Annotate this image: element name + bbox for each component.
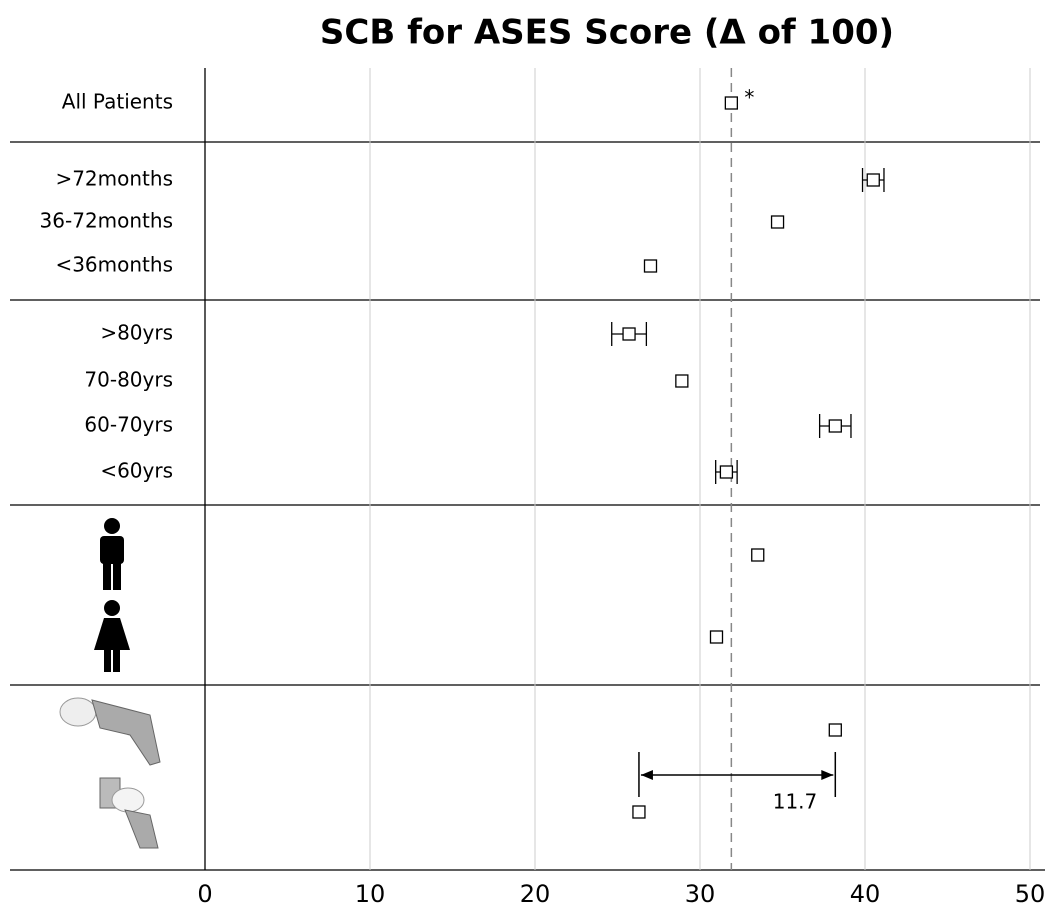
asterisk: *: [744, 86, 754, 110]
point-marker: [711, 631, 723, 643]
point-marker: [720, 466, 732, 478]
row-label: <36months: [55, 253, 173, 277]
point-marker: [752, 549, 764, 561]
female-icon: [94, 600, 130, 672]
point-marker: [725, 97, 737, 109]
row-label: <60yrs: [100, 459, 173, 483]
difference-label: 11.7: [773, 790, 818, 814]
chart: SCB for ASES Score (Δ of 100) 0 10 20 30 40 5…: [0, 0, 1049, 913]
implant-icon-reverse: [100, 778, 158, 848]
row-label: >80yrs: [100, 321, 173, 345]
point-marker: [867, 174, 879, 186]
point-marker: [645, 260, 657, 272]
x-tick-label: 10: [355, 880, 386, 908]
point-marker: [633, 806, 645, 818]
point-marker: [829, 420, 841, 432]
row-label: 60-70yrs: [84, 413, 173, 437]
row-label: All Patients: [62, 90, 173, 114]
row-label: >72months: [55, 167, 173, 191]
point-marker: [772, 216, 784, 228]
x-tick-label: 30: [685, 880, 716, 908]
chart-title: SCB for ASES Score (Δ of 100): [320, 13, 894, 53]
point-marker: [676, 375, 688, 387]
arrow-head: [641, 770, 653, 780]
implant-icon-anatomic: [60, 698, 160, 765]
x-tick-label: 20: [520, 880, 551, 908]
arrow-head: [821, 770, 833, 780]
x-tick-label: 0: [197, 880, 212, 908]
x-tick-label: 40: [850, 880, 881, 908]
point-marker: [829, 724, 841, 736]
point-marker: [623, 328, 635, 340]
male-icon: [100, 518, 124, 590]
x-tick-label: 50: [1015, 880, 1046, 908]
row-label: 70-80yrs: [84, 368, 173, 392]
row-label: 36-72months: [40, 209, 173, 233]
